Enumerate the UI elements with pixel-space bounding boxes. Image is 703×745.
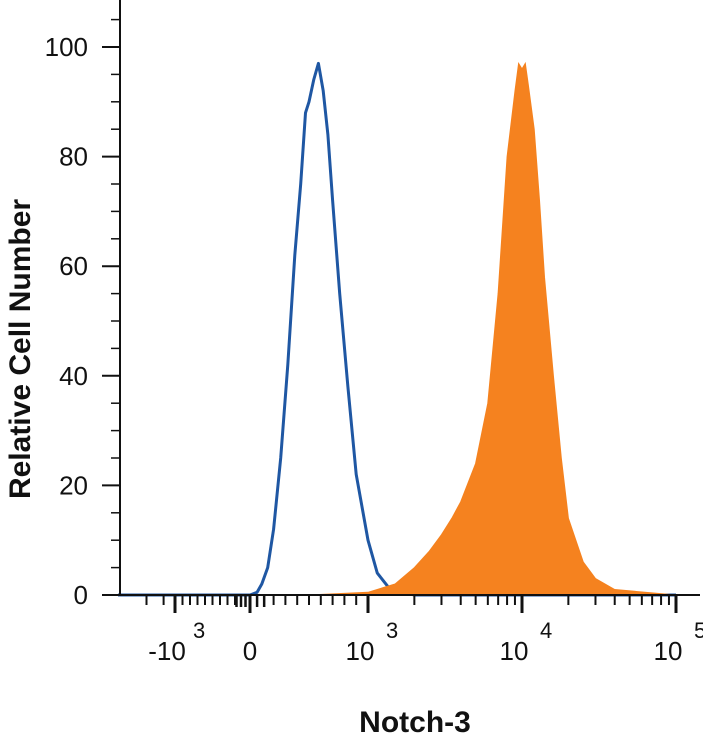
y-tick-label: 80 <box>59 142 88 172</box>
x-tick-label: 0 <box>243 636 257 666</box>
labels-layer: 0 20 40 60 80 100 -10 3 0 10 3 10 4 10 5 <box>45 32 703 666</box>
series-layer <box>118 61 677 597</box>
x-tick-label: -10 3 <box>148 618 205 666</box>
axes-layer <box>102 0 700 613</box>
series-filled-histogram <box>118 61 677 596</box>
y-tick-label: 40 <box>59 361 88 391</box>
y-tick-label: 60 <box>59 251 88 281</box>
x-tick-label-exponent: 5 <box>694 618 703 643</box>
x-tick-label-base: 10 <box>500 636 529 666</box>
x-tick-label-exponent: 3 <box>386 618 398 643</box>
x-tick-label-exponent: 4 <box>540 618 552 643</box>
x-tick-label: 10 4 <box>500 618 553 666</box>
y-tick-label: 20 <box>59 470 88 500</box>
x-tick-label-exponent: 3 <box>193 618 205 643</box>
x-tick-label-base: 0 <box>243 636 257 666</box>
y-tick-label: 100 <box>45 32 88 62</box>
x-tick-label-base: -10 <box>148 636 186 666</box>
x-axis-title: Notch-3 <box>359 706 471 739</box>
series-outline-histogram <box>118 61 676 597</box>
y-axis-title: Relative Cell Number <box>4 199 37 499</box>
x-tick-label-base: 10 <box>654 636 683 666</box>
y-tick-label: 0 <box>74 580 88 610</box>
x-tick-label-base: 10 <box>346 636 375 666</box>
x-tick-label: 10 5 <box>654 618 703 666</box>
x-tick-label: 10 3 <box>346 618 399 666</box>
